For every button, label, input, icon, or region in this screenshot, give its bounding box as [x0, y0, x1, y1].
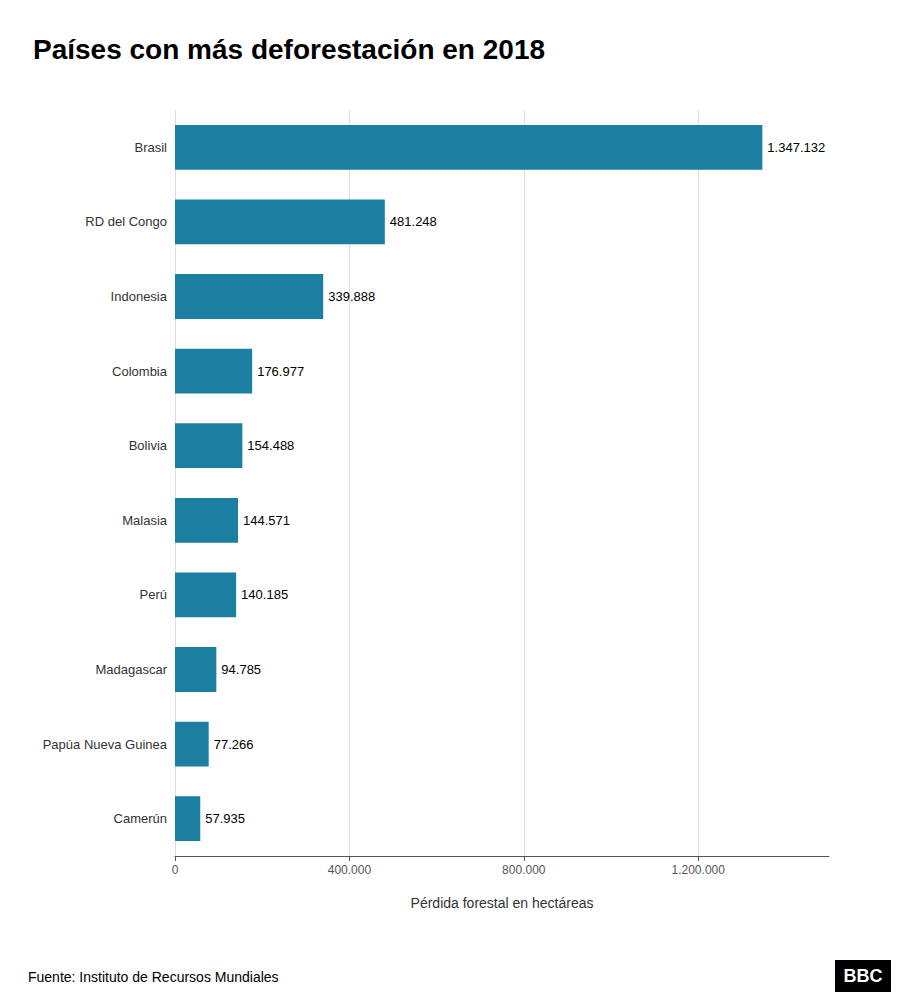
svg-text:94.785: 94.785 [221, 662, 261, 677]
svg-text:Papúa Nueva Guinea: Papúa Nueva Guinea [43, 737, 168, 752]
svg-text:400.000: 400.000 [328, 863, 372, 877]
svg-text:176.977: 176.977 [257, 364, 304, 379]
svg-text:Pérdida forestal en hectáreas: Pérdida forestal en hectáreas [411, 895, 594, 911]
svg-text:Perú: Perú [140, 587, 167, 602]
svg-text:Malasia: Malasia [122, 513, 168, 528]
svg-text:BBC: BBC [844, 966, 883, 986]
svg-text:144.571: 144.571 [243, 513, 290, 528]
svg-text:Colombia: Colombia [112, 364, 168, 379]
svg-text:Indonesia: Indonesia [111, 289, 168, 304]
svg-text:1.200.000: 1.200.000 [672, 863, 726, 877]
svg-text:Madagascar: Madagascar [95, 662, 167, 677]
svg-text:Bolivia: Bolivia [129, 438, 168, 453]
svg-text:339.888: 339.888 [328, 289, 375, 304]
svg-text:57.935: 57.935 [205, 811, 245, 826]
svg-text:800.000: 800.000 [502, 863, 546, 877]
svg-text:Camerún: Camerún [114, 811, 167, 826]
svg-text:Brasil: Brasil [134, 140, 167, 155]
svg-text:154.488: 154.488 [247, 438, 294, 453]
svg-text:481.248: 481.248 [390, 214, 437, 229]
svg-text:77.266: 77.266 [214, 737, 254, 752]
svg-text:Fuente: Instituto de Recursos: Fuente: Instituto de Recursos Mundiales [28, 969, 279, 985]
svg-text:0: 0 [172, 863, 179, 877]
svg-text:RD del Congo: RD del Congo [85, 214, 167, 229]
svg-text:1.347.132: 1.347.132 [767, 140, 825, 155]
svg-text:Países con más deforestación e: Países con más deforestación en 2018 [33, 34, 545, 65]
svg-text:140.185: 140.185 [241, 587, 288, 602]
